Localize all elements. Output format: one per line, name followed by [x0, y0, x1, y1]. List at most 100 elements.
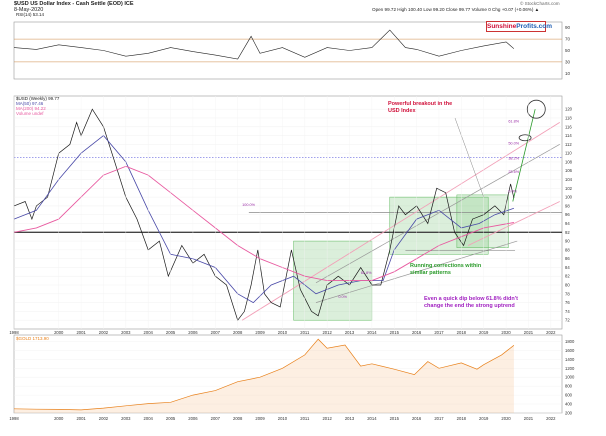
price-tick-72: 72: [565, 318, 570, 323]
x-tick-mid-2017: 2017: [434, 330, 444, 335]
logo-word-sunshine: Sunshine: [487, 23, 517, 30]
x-tick-mid-2005: 2005: [166, 330, 176, 335]
logo-word-profits: Profits: [516, 23, 537, 30]
x-tick-mid-2015: 2015: [390, 330, 400, 335]
gold-tick-1800: 1800: [565, 339, 575, 344]
gold-tick-1600: 1600: [565, 348, 575, 353]
price-tick-96: 96: [565, 212, 570, 217]
x-tick-mid-2008: 2008: [233, 330, 243, 335]
rsi-legend: RSI(14) 53.14: [16, 12, 45, 17]
x-axis-mid: 1998 2000 2001 2002 2003 2004 2005 2006 2007 2008…: [9, 96, 556, 335]
price-tick-116: 116: [565, 124, 572, 129]
x-tick-mid-2004: 2004: [144, 330, 154, 335]
x-tick-bot-2015: 2015: [390, 416, 400, 421]
pink-channel-upper: [241, 121, 561, 321]
x-tick-bot-2002: 2002: [99, 416, 109, 421]
annotation-dip: Even a quick dip below 61.8% didn't chan…: [424, 296, 518, 309]
price-tick-102: 102: [565, 186, 573, 191]
fib-label-1: 50.0%: [508, 141, 519, 145]
fib-label-0: 61.8%: [508, 119, 519, 123]
x-tick-mid-2020: 2020: [501, 330, 511, 335]
rsi-tick-90: 90: [565, 25, 571, 30]
x-tick-bot-2012: 2012: [322, 416, 332, 421]
x-tick-mid-2011: 2011: [300, 330, 310, 335]
x-tick-bot-2018: 2018: [457, 416, 467, 421]
x-tick-mid-2018: 2018: [457, 330, 467, 335]
x-tick-mid-2012: 2012: [322, 330, 332, 335]
x-tick-mid-2019: 2019: [479, 330, 489, 335]
price-tick-100: 100: [565, 195, 573, 200]
x-tick-mid-2009: 2009: [255, 330, 265, 335]
x-tick-bot-1998: 1998: [9, 416, 19, 421]
x-tick-bot-2019: 2019: [479, 416, 489, 421]
x-tick-bot-2011: 2011: [300, 416, 310, 421]
fib-label-7: 61.8%: [361, 271, 372, 275]
usd-price-line: [13, 108, 515, 321]
x-tick-bot-2020: 2020: [501, 416, 511, 421]
x-tick-mid-2007: 2007: [211, 330, 221, 335]
x-tick-bot-2005: 2005: [166, 416, 176, 421]
gold-tick-1200: 1200: [565, 366, 575, 371]
x-tick-mid-2002: 2002: [99, 330, 109, 335]
rsi-tick-30: 30: [565, 59, 571, 64]
gold-panel: 1800 1600 1400 1200 1000 800 600 400 200: [13, 334, 575, 416]
price-tick-74: 74: [565, 309, 570, 314]
gold-tick-1400: 1400: [565, 357, 575, 362]
price-tick-86: 86: [565, 256, 570, 261]
rsi-panel: 90 70 50 30 10: [13, 21, 571, 80]
target-circle-small: [518, 134, 532, 142]
gold-series-area: [14, 339, 514, 413]
x-tick-bot-2009: 2009: [255, 416, 265, 421]
price-tick-106: 106: [565, 168, 573, 173]
price-tick-92: 92: [565, 230, 570, 235]
x-tick-mid-2003: 2003: [121, 330, 131, 335]
gold-tick-600: 600: [565, 393, 573, 398]
x-axis-bottom: 1998 2000 2001 2002 2003 2004 2005 2006 2007 2008…: [9, 416, 556, 421]
price-legend-3: MA(200) 94.22: [16, 106, 46, 111]
price-legend-4: Volume undef: [16, 111, 44, 116]
rsi-tick-10: 10: [565, 71, 571, 76]
gold-tick-1000: 1000: [565, 375, 575, 380]
x-tick-mid-2000: 2000: [54, 330, 64, 335]
gold-series-line: [13, 338, 515, 411]
price-tick-84: 84: [565, 265, 570, 270]
price-tick-78: 78: [565, 291, 570, 296]
x-tick-mid-2006: 2006: [188, 330, 198, 335]
x-tick-bot-2010: 2010: [278, 416, 288, 421]
x-tick-bot-2003: 2003: [121, 416, 131, 421]
watermark: © StockCharts.com: [520, 1, 560, 6]
x-tick-bot-2001: 2001: [76, 416, 86, 421]
gold-legend: $GOLD 1713.90: [16, 336, 49, 341]
gold-tick-400: 400: [565, 402, 573, 407]
x-tick-mid-2013: 2013: [345, 330, 355, 335]
x-tick-mid-2022: 2022: [546, 330, 556, 335]
price-legend-2: MA(50) 97.46: [16, 101, 44, 106]
x-tick-bot-2000: 2000: [54, 416, 64, 421]
chart-date: 8-May-2020: [14, 7, 44, 13]
price-tick-114: 114: [565, 133, 572, 138]
fib-label-2: 38.2%: [508, 157, 519, 161]
x-tick-bot-2022: 2022: [546, 416, 556, 421]
quote-line: Open 99.72 High 100.40 Low 99.20 Close 9…: [372, 7, 540, 12]
gold-tick-200: 200: [565, 411, 573, 416]
x-tick-bot-2013: 2013: [345, 416, 355, 421]
x-tick-bot-2007: 2007: [211, 416, 221, 421]
x-tick-bot-2014: 2014: [367, 416, 377, 421]
price-tick-104: 104: [565, 177, 573, 182]
price-tick-82: 82: [565, 274, 570, 279]
price-tick-110: 110: [565, 151, 572, 156]
grey-trend-upper: [315, 144, 560, 284]
price-tick-108: 108: [565, 159, 573, 164]
price-tick-76: 76: [565, 300, 570, 305]
price-panel: 120 118 116 114 112 110 108 106 104 102 100 98 96 94 9…: [13, 95, 573, 330]
price-tick-94: 94: [565, 221, 570, 226]
annotation-breakout: Powerful breakout in the USD Index: [388, 101, 453, 114]
price-tick-90: 90: [565, 239, 570, 244]
gold-tick-800: 800: [565, 384, 573, 389]
sunshine-profits-logo: SunshineProfits.com: [486, 21, 552, 32]
price-legend-1: $USD (Weekly) 99.77: [16, 96, 60, 101]
price-tick-80: 80: [565, 283, 570, 288]
projection-line: [512, 109, 536, 202]
x-tick-bot-2017: 2017: [434, 416, 444, 421]
price-tick-118: 118: [565, 115, 572, 120]
